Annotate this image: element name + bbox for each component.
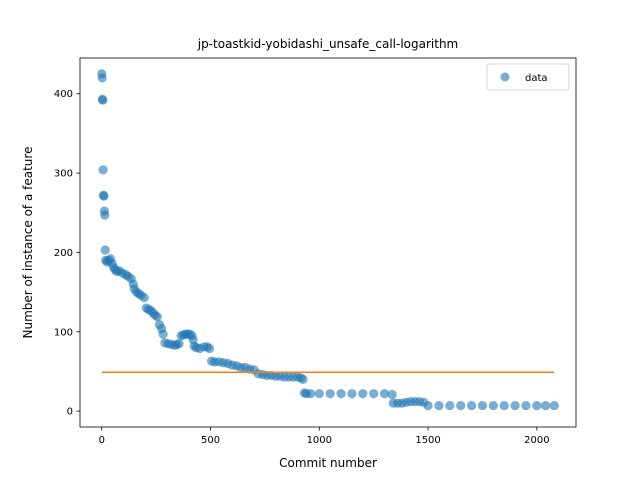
x-ticks: 0 500 1000 1500 2000 <box>99 427 550 446</box>
data-point <box>369 389 379 399</box>
legend: data <box>486 63 570 91</box>
x-tick-label: 1500 <box>415 435 440 446</box>
data-point <box>488 400 498 411</box>
x-tick-label: 1000 <box>307 435 332 446</box>
data-point <box>532 400 542 411</box>
data-point <box>510 400 520 411</box>
x-tick-label: 2000 <box>524 435 549 446</box>
data-point <box>100 245 110 255</box>
data-point <box>379 389 390 399</box>
data-point <box>456 400 466 411</box>
y-tick-label: 200 <box>54 248 73 259</box>
data-point <box>97 73 107 83</box>
data-point <box>306 389 316 399</box>
data-point <box>434 400 444 411</box>
chart-title: jp-toastkid-yobidashi_unsafe_call-logari… <box>197 37 459 51</box>
data-points-layer <box>97 69 559 411</box>
y-axis-label: Number of instance of a feature <box>21 147 35 339</box>
y-tick-label: 300 <box>54 169 73 180</box>
data-point <box>445 400 455 411</box>
legend-label-data: data <box>525 73 548 84</box>
data-point <box>336 389 346 399</box>
plot-area <box>97 69 559 411</box>
data-point <box>540 400 551 411</box>
axes-frame <box>79 57 577 428</box>
data-point <box>499 400 509 411</box>
data-point <box>423 400 433 411</box>
data-point <box>521 400 531 411</box>
data-point <box>152 312 162 322</box>
x-axis-label: Commit number <box>279 456 377 470</box>
data-point <box>347 389 357 399</box>
data-point <box>174 339 184 349</box>
data-point <box>314 389 324 399</box>
y-tick-label: 400 <box>54 89 73 100</box>
data-point <box>158 329 168 339</box>
data-point <box>358 389 368 399</box>
y-ticks: 0 100 200 300 400 <box>54 89 80 418</box>
y-tick-label: 0 <box>67 407 73 418</box>
legend-box <box>486 63 570 91</box>
data-point <box>549 400 559 411</box>
data-point <box>98 165 108 175</box>
data-point <box>298 374 308 384</box>
data-point <box>99 191 109 201</box>
data-point <box>98 95 108 105</box>
x-tick-label: 0 <box>99 435 105 446</box>
data-point <box>466 400 477 411</box>
data-point <box>387 389 397 400</box>
y-tick-label: 100 <box>54 327 73 338</box>
data-point <box>100 210 110 220</box>
data-point <box>139 293 149 303</box>
data-point <box>325 389 335 399</box>
data-point <box>204 343 215 354</box>
data-point <box>477 400 488 411</box>
x-tick-label: 500 <box>201 435 220 446</box>
legend-marker <box>500 72 510 82</box>
